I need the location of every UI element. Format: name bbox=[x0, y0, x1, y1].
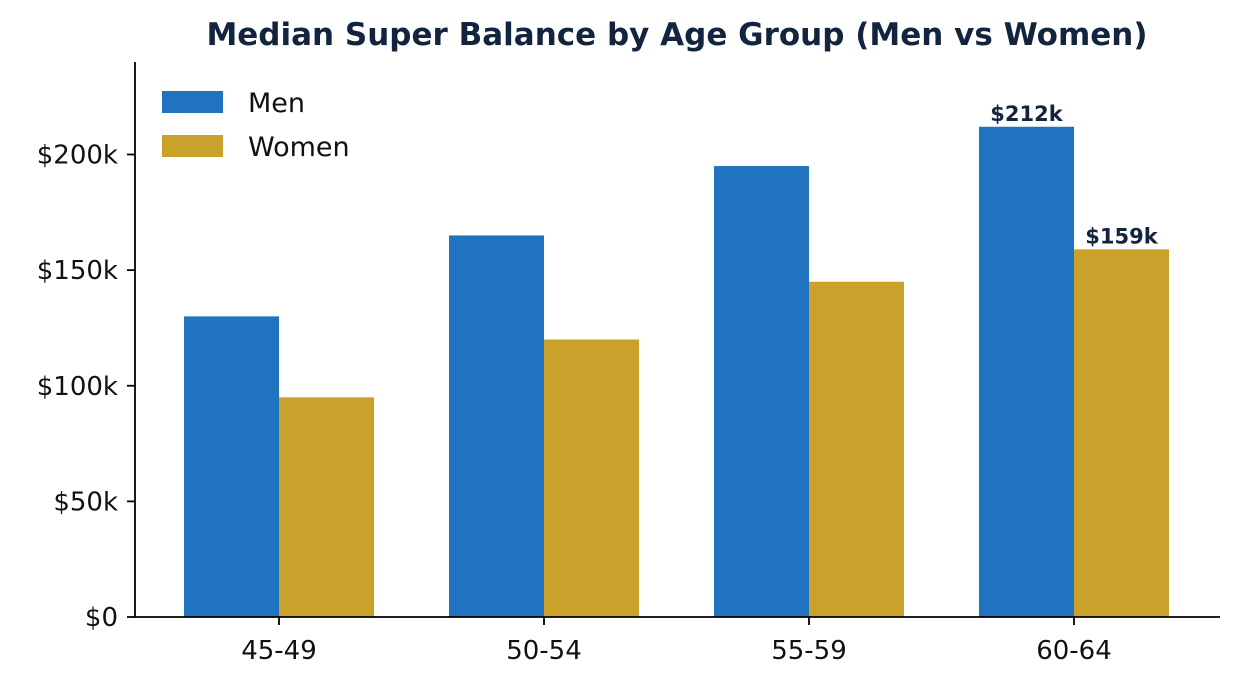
bar-men-50-54 bbox=[449, 235, 544, 617]
y-tick-label: $200k bbox=[37, 141, 118, 171]
bars-layer bbox=[184, 126, 1169, 617]
data-label-men-60-64: $212k bbox=[990, 102, 1063, 126]
bar-men-45-49 bbox=[184, 316, 279, 617]
legend: Men Women bbox=[162, 88, 350, 163]
x-tick-label: 50-54 bbox=[506, 636, 582, 666]
bar-women-45-49 bbox=[279, 397, 374, 617]
legend-swatch-women bbox=[162, 135, 223, 157]
legend-label-men: Men bbox=[248, 88, 305, 119]
legend-swatch-men bbox=[162, 91, 223, 113]
data-label-women-60-64: $159k bbox=[1085, 224, 1158, 248]
chart-title: Median Super Balance by Age Group (Men v… bbox=[206, 17, 1147, 53]
y-tick-label: $150k bbox=[37, 256, 118, 286]
bar-women-50-54 bbox=[544, 339, 639, 617]
bar-women-60-64 bbox=[1074, 249, 1169, 617]
x-tick-label: 45-49 bbox=[241, 636, 317, 666]
x-tick-label: 55-59 bbox=[771, 636, 847, 666]
axes-layer: $0 $50k $100k $150k $200k 45-49 50-54 55-59 60-6… bbox=[37, 62, 1220, 666]
x-tick-label: 60-64 bbox=[1036, 636, 1112, 666]
bar-men-60-64 bbox=[979, 126, 1074, 617]
y-tick-label: $0 bbox=[85, 603, 118, 633]
bar-men-55-59 bbox=[714, 166, 809, 617]
legend-label-women: Women bbox=[248, 132, 350, 163]
data-labels-layer: $212k $159k bbox=[990, 102, 1158, 249]
y-tick-label: $100k bbox=[37, 372, 118, 402]
bar-women-55-59 bbox=[809, 281, 904, 617]
y-tick-label: $50k bbox=[53, 487, 118, 517]
